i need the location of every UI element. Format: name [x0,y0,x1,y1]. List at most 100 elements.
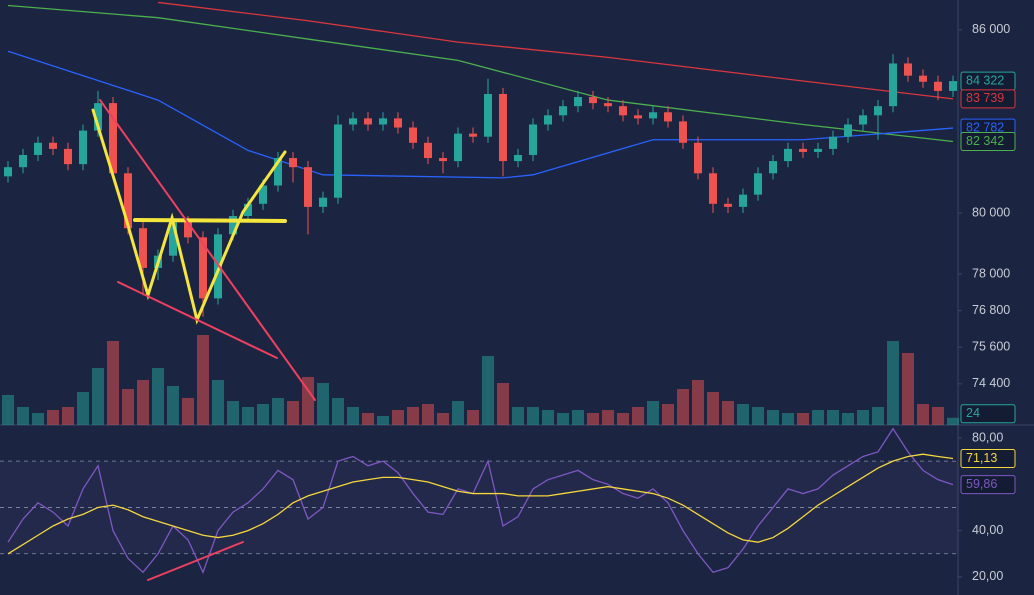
candle-body [634,115,642,119]
volume-bar [392,410,404,425]
candle-body [64,148,72,165]
candle-body [574,97,582,107]
volume-bar [647,401,659,425]
candle-body [904,63,912,76]
value-box [960,132,1016,152]
value-label: 82 342 [966,134,1004,148]
volume-bar [857,410,869,425]
volume-bar [947,417,959,425]
volume-bar [332,398,344,425]
value-label: 82 782 [966,120,1004,134]
candle-body [694,142,702,174]
volume-bar [212,380,224,425]
volume-bar [17,407,29,425]
pattern-line [91,108,287,325]
candle-body [814,148,822,152]
volume-bar [632,407,644,425]
volume-bar [872,407,884,425]
volume-bar [557,413,569,425]
y-tick-label: 78 000 [972,266,1010,280]
value-box [960,404,1016,424]
candle-body [934,81,942,91]
candle-body [649,112,657,119]
volume-bar [107,341,119,425]
volume-bar [437,413,449,425]
volume-bar [617,413,629,425]
volume-bar [137,380,149,425]
volume-bar [317,383,329,425]
candle-body [529,124,537,155]
volume-bar [2,395,14,425]
moving-average [7,50,954,179]
moving-average [7,4,954,143]
value-label: 59,86 [966,477,997,491]
volume-bar [197,335,209,425]
value-label: 83 739 [966,91,1004,105]
volume-bar [422,404,434,425]
candle-body [79,130,87,165]
volume-bar [812,410,824,425]
plot: 86 000 80 000 78 000 76 800 75 600 74 400 80,0… [0,1,1016,583]
volume-bar [482,356,494,425]
candle-body [604,103,612,107]
volume-bar [737,404,749,425]
candle-body [34,142,42,155]
value-label: 84 322 [966,73,1004,87]
volume-bar [377,416,389,425]
candle-body [424,142,432,159]
candle-body [109,103,117,174]
y-tick-label: 75 600 [972,339,1010,353]
annotations [91,99,316,581]
candle-body [559,106,567,116]
candle-body [919,75,927,82]
candle-body [709,173,717,204]
candle-body [274,158,282,186]
candle-body [514,154,522,162]
rsi-tick-label: 80,00 [972,430,1003,444]
candle-body [874,106,882,116]
volume-bar [467,410,479,425]
candle-body [949,81,957,91]
volume-bar [902,353,914,425]
trend-line [99,99,316,401]
candle-body [184,222,192,238]
candle-body [664,112,672,122]
volume-bar [887,341,899,425]
volume-bar [827,410,839,425]
candle-body [394,118,402,128]
candle-body [379,118,387,125]
volume-bar [32,413,44,425]
volume-bar [842,413,854,425]
candle-body [439,158,447,162]
volume-bar [257,404,269,425]
candle-body [19,154,27,168]
volume-bar [497,383,509,425]
candle-body [499,93,507,162]
value-label: 24 [966,406,980,420]
volume-bar [77,392,89,425]
volume-bar [527,407,539,425]
candle-body [229,216,237,235]
candle-body [679,121,687,143]
volume-bar [347,407,359,425]
candle-body [289,158,297,168]
candle-body [349,118,357,125]
candle-body [844,124,852,137]
volume-bar [917,404,929,425]
candle-body [619,106,627,116]
volume-bar [227,401,239,425]
volume-bar [272,398,284,425]
rsi-tick-label: 40,00 [972,523,1003,537]
neckline [133,218,287,223]
candle-body [139,228,147,268]
candle-body [4,167,12,177]
divergence-line [147,541,244,581]
volume-bar [572,410,584,425]
candle-body [259,185,267,204]
volume-bar [797,413,809,425]
volume-bar [542,410,554,425]
volume-bar [512,407,524,425]
candle-body [364,118,372,125]
candle-body [544,115,552,125]
